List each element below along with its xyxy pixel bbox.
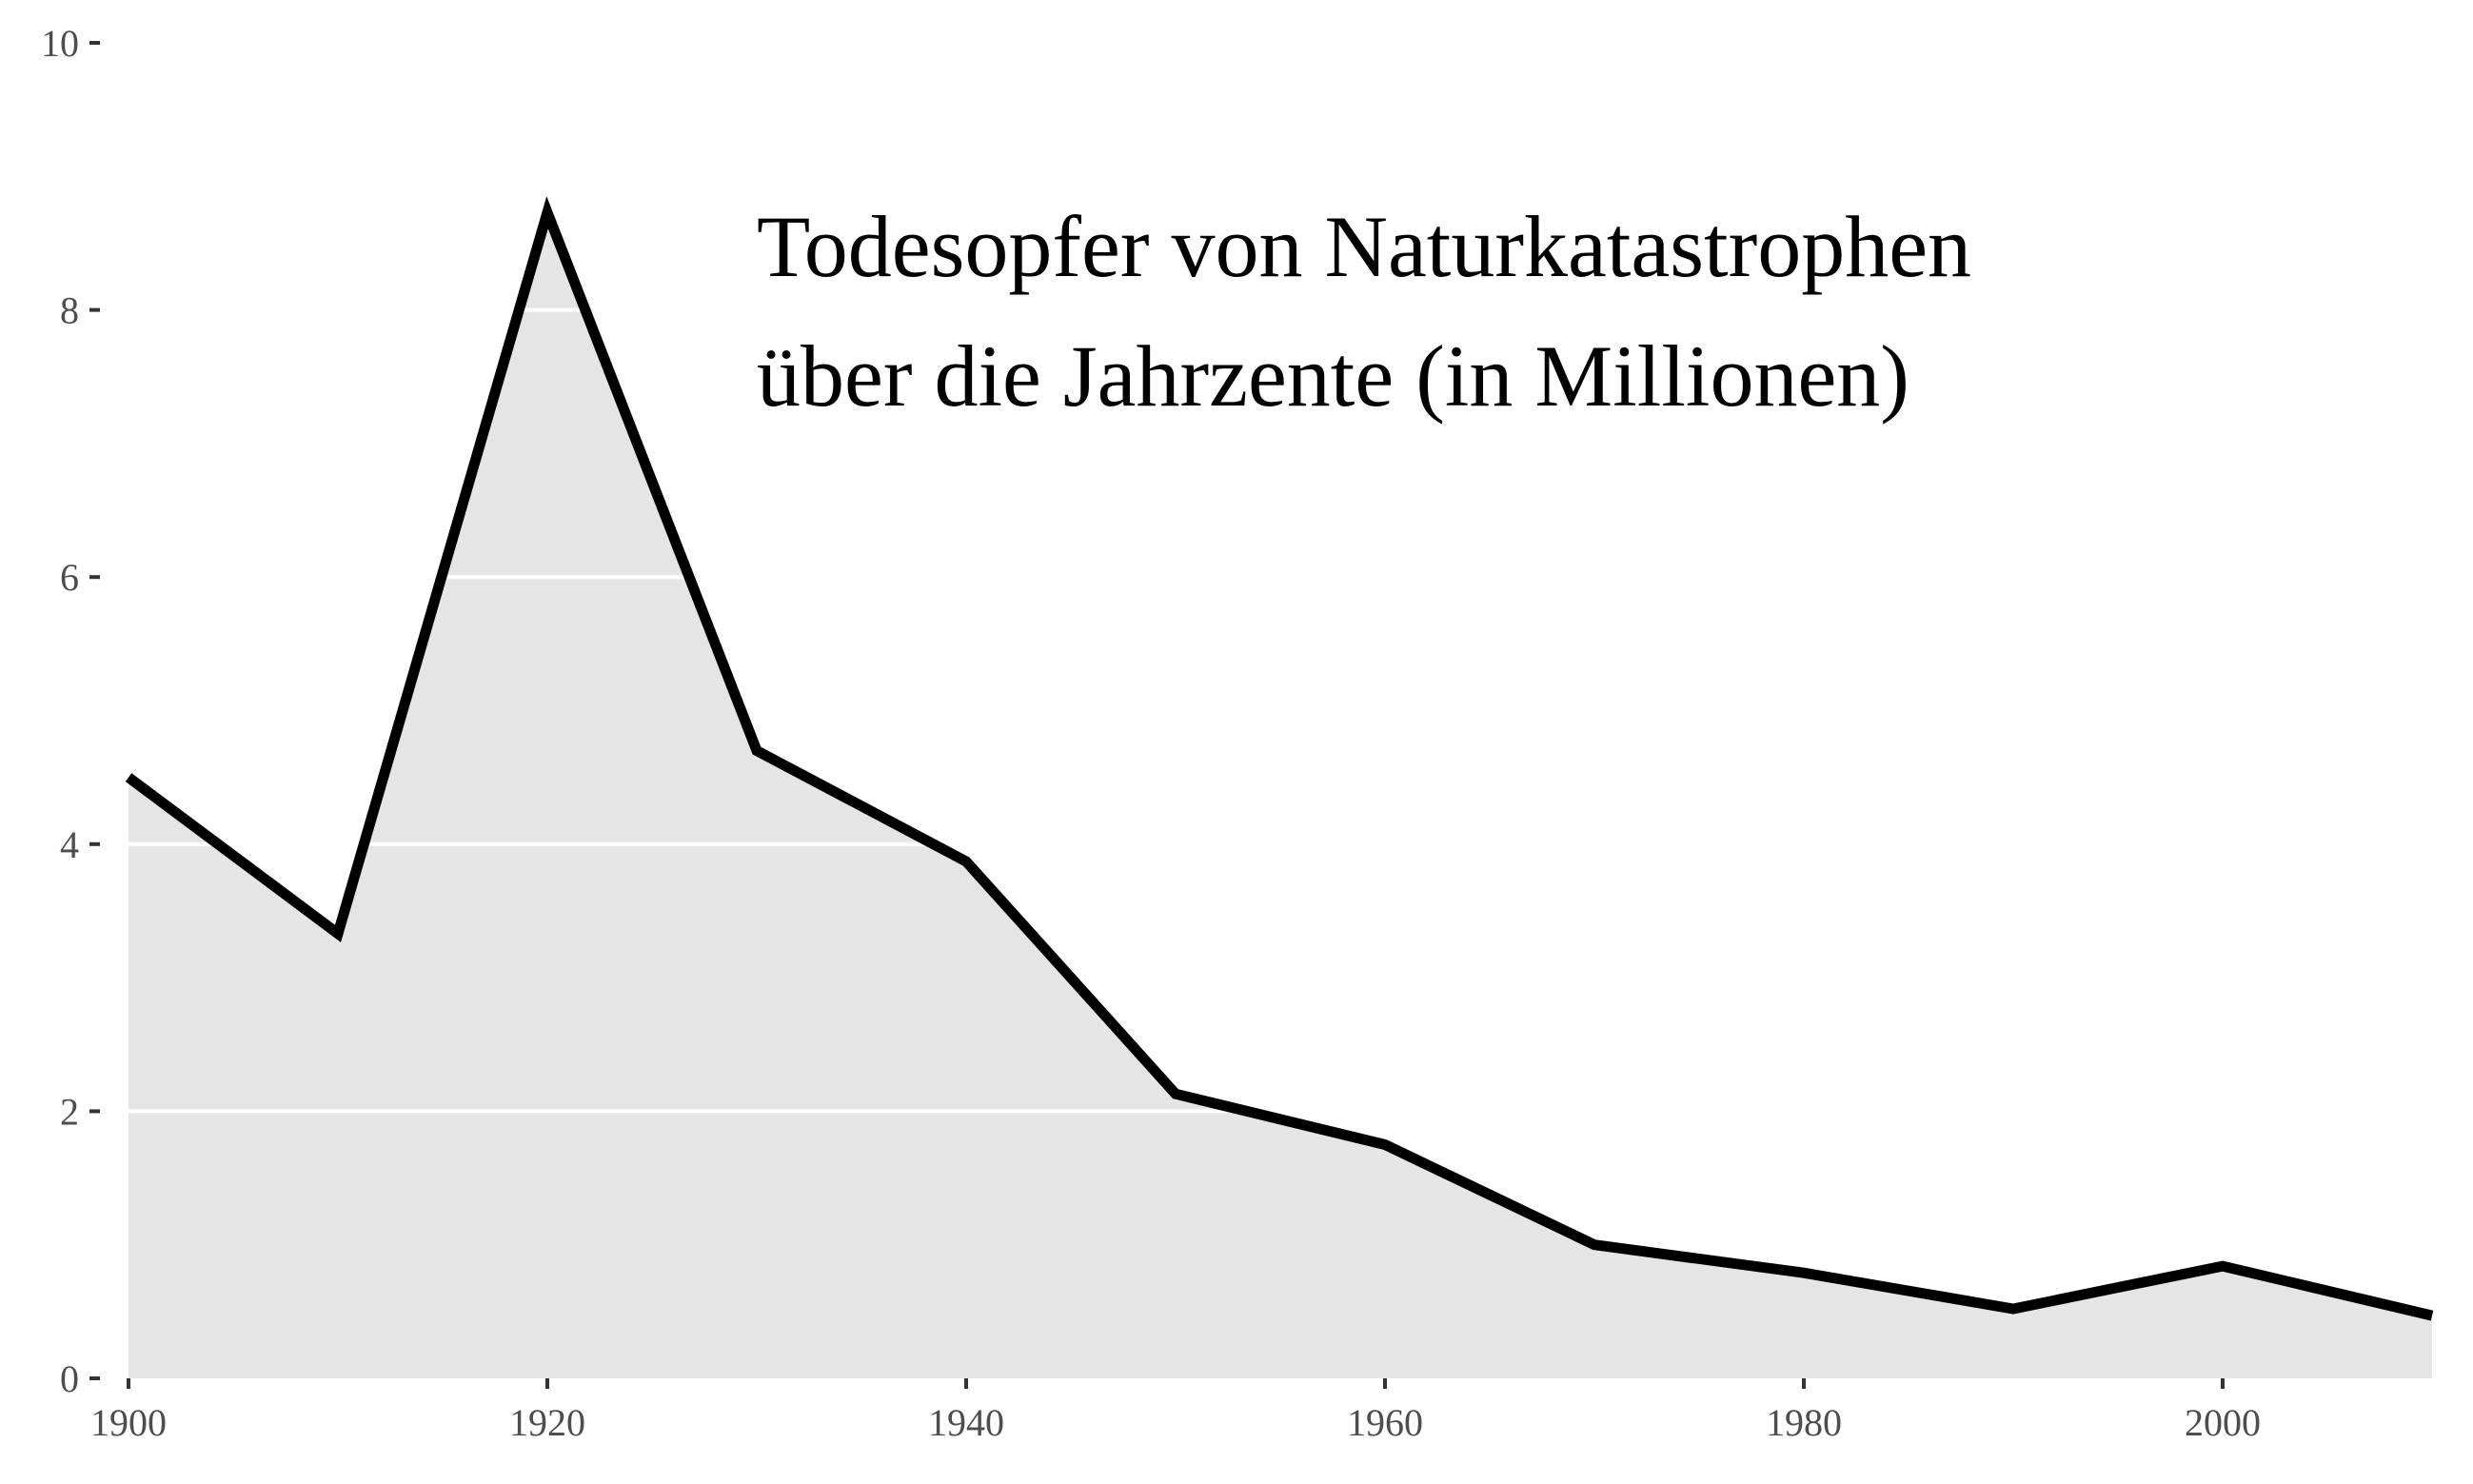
x-tick-label-1980: 1980 xyxy=(1766,1401,1842,1444)
chart-title-line-2: über die Jahrzente (in Millionen) xyxy=(757,327,1909,425)
data-point-2000 xyxy=(2222,1265,2224,1267)
y-tick-label-8: 8 xyxy=(60,289,79,332)
series-line-layer xyxy=(125,196,2434,1321)
y-tick-label-4: 4 xyxy=(60,823,79,866)
data-point-1960 xyxy=(1384,1143,1386,1145)
x-tick-label-1900: 1900 xyxy=(90,1401,167,1444)
data-point-1940 xyxy=(965,861,967,862)
series-line xyxy=(125,196,2434,1321)
x-tick-label-2000: 2000 xyxy=(2185,1401,2261,1444)
x-tick-label-1960: 1960 xyxy=(1347,1401,1423,1444)
data-point-1950 xyxy=(1175,1093,1177,1095)
data-point-1990 xyxy=(2012,1308,2014,1310)
x-tick-label-1920: 1920 xyxy=(509,1401,585,1444)
chart-title: Todesopfer von Naturkatastrophen über di… xyxy=(757,198,1971,425)
y-tick-label-0: 0 xyxy=(60,1357,79,1400)
y-tick-label-2: 2 xyxy=(60,1090,79,1133)
data-point-1920 xyxy=(546,211,548,213)
data-point-1970 xyxy=(1593,1244,1595,1246)
data-point-2010 xyxy=(2431,1315,2433,1316)
data-point-1900 xyxy=(128,777,129,779)
y-tick-label-10: 10 xyxy=(41,22,79,65)
area-fill xyxy=(129,212,2432,1379)
x-tick-label-1940: 1940 xyxy=(928,1401,1004,1444)
plot-area xyxy=(129,212,2432,1379)
data-point-1930 xyxy=(756,750,758,752)
data-point-1980 xyxy=(1803,1272,1805,1274)
chart-title-line-1: Todesopfer von Naturkatastrophen xyxy=(757,198,1971,295)
data-point-1910 xyxy=(337,933,339,935)
x-axis: 1900 1920 1940 1960 1980 2000 xyxy=(90,1378,2261,1444)
y-tick-label-6: 6 xyxy=(60,556,79,599)
y-axis: 0 2 4 6 8 10 xyxy=(41,22,100,1400)
